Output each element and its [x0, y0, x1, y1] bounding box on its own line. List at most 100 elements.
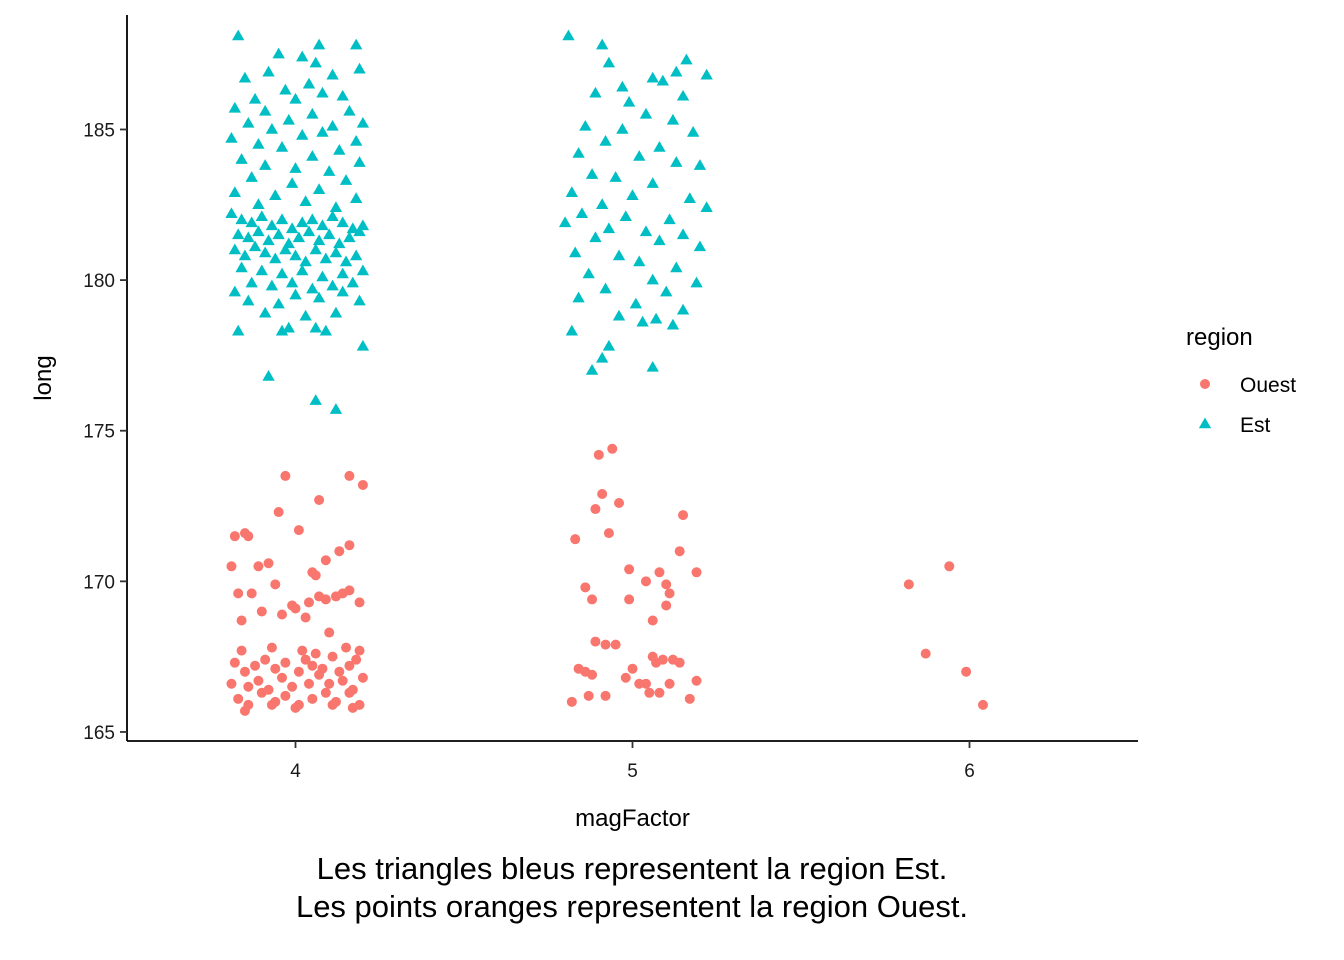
data-point — [312, 183, 326, 194]
data-point — [336, 267, 349, 279]
data-point — [296, 50, 309, 62]
data-point — [639, 225, 653, 237]
data-point — [575, 207, 589, 219]
data-point — [238, 249, 252, 261]
data-point — [585, 363, 599, 375]
data-point — [255, 210, 268, 222]
data-point — [228, 101, 242, 113]
data-point — [700, 68, 713, 80]
data-point — [344, 687, 355, 698]
data-point — [693, 159, 707, 170]
data-point — [339, 255, 353, 267]
data-point — [248, 92, 262, 104]
data-point — [336, 285, 349, 297]
data-point — [245, 276, 258, 288]
data-point — [691, 567, 702, 578]
data-point — [228, 243, 242, 255]
data-point — [307, 660, 318, 671]
data-point — [266, 699, 277, 710]
data-point — [347, 702, 358, 713]
data-point — [676, 303, 690, 315]
data-point — [334, 546, 345, 557]
data-point — [235, 153, 248, 164]
data-point — [293, 666, 304, 677]
data-point — [353, 294, 366, 306]
data-point — [700, 201, 713, 213]
data-point — [235, 213, 248, 225]
data-point — [277, 672, 288, 683]
data-point — [233, 693, 244, 704]
data-point — [602, 56, 616, 68]
data-point — [293, 699, 304, 710]
data-point — [674, 657, 685, 668]
caption-line-1: Les triangles bleus representent la regi… — [316, 851, 948, 886]
data-point — [246, 588, 257, 599]
data-point — [235, 261, 248, 273]
data-point — [670, 261, 683, 273]
data-point — [323, 165, 336, 176]
data-point — [357, 479, 368, 490]
data-point — [316, 270, 329, 282]
data-point — [627, 663, 638, 674]
data-point — [661, 579, 672, 590]
data-point — [258, 306, 272, 318]
data-point — [344, 585, 355, 596]
data-point — [300, 612, 311, 623]
data-point — [676, 228, 690, 240]
data-point — [590, 504, 601, 515]
data-point — [587, 594, 598, 605]
y-tick-label: 165 — [83, 723, 115, 744]
data-point — [602, 222, 616, 234]
data-point — [562, 29, 575, 41]
data-point — [265, 122, 279, 134]
data-point — [329, 403, 343, 414]
data-point — [243, 681, 254, 692]
data-point — [252, 138, 265, 149]
data-point — [610, 639, 621, 650]
data-point — [265, 279, 279, 291]
data-point — [323, 228, 336, 240]
legend-key-est — [1198, 417, 1212, 429]
data-point — [312, 234, 326, 246]
data-point — [579, 119, 592, 131]
data-point — [282, 113, 295, 125]
data-point — [225, 207, 238, 219]
data-point — [229, 657, 240, 668]
data-point — [690, 276, 703, 288]
data-point — [693, 240, 707, 252]
data-point — [670, 156, 683, 167]
data-point — [593, 449, 604, 460]
data-point — [319, 324, 333, 336]
data-point — [346, 222, 359, 234]
data-point — [269, 189, 282, 200]
data-point — [656, 74, 670, 86]
data-point — [238, 71, 252, 83]
data-point — [349, 192, 363, 203]
data-point — [287, 681, 298, 692]
data-point — [312, 38, 326, 50]
legend-key-ouest — [1200, 379, 1210, 389]
y-tick-label: 180 — [83, 271, 115, 292]
data-point — [242, 116, 255, 128]
data-point — [296, 216, 309, 228]
data-point — [226, 561, 237, 572]
data-point — [349, 38, 363, 50]
data-point — [289, 288, 302, 300]
data-point — [646, 177, 659, 188]
data-point — [314, 495, 325, 506]
data-point — [232, 324, 245, 336]
data-point — [232, 228, 245, 240]
data-point — [316, 86, 329, 98]
points-layer — [225, 29, 988, 716]
data-point — [253, 675, 264, 686]
data-point — [633, 255, 646, 267]
data-point — [285, 177, 299, 188]
data-point — [572, 147, 585, 158]
data-point — [277, 609, 288, 620]
x-axis-title: magFactor — [575, 805, 690, 832]
data-point — [684, 693, 695, 704]
data-point — [258, 104, 272, 116]
data-point — [343, 231, 356, 243]
data-point — [603, 528, 614, 539]
data-point — [326, 279, 339, 291]
